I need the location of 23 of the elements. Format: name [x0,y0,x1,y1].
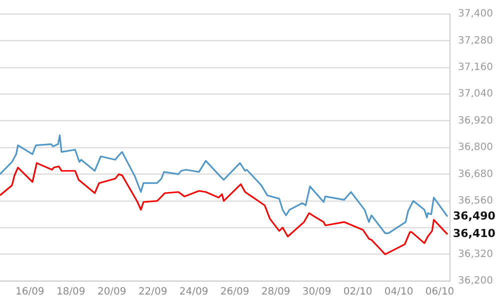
y-tick-label: 36,680 [458,168,493,180]
y-tick-label: 37,040 [458,88,493,100]
x-tick-label: 06/10 [425,286,454,298]
x-tick-label: 24/09 [179,286,208,298]
x-tick-label: 30/09 [302,286,332,298]
y-tick-label: 37,280 [458,35,493,46]
x-tick-label: 26/09 [220,286,250,298]
y-tick-label: 36,560 [458,195,493,206]
y-tick-label: 37,400 [458,8,493,20]
annotation: 36,410 [453,227,496,240]
y-tick-label: 36,920 [458,115,493,126]
x-tick-label: 20/09 [97,286,126,298]
y-tick-label: 36,320 [458,248,493,260]
x-tick-label: 18/09 [56,286,86,298]
y-tick-label: 36,800 [458,142,493,154]
x-tick-label: 04/10 [384,286,414,298]
y-tick-label: 36,200 [458,276,493,287]
x-tick-label: 16/09 [15,286,44,298]
x-tick-label: 28/09 [261,286,290,298]
x-tick-label: 22/09 [138,286,168,298]
x-tick-label: 02/10 [343,286,372,298]
annotation: 36,490 [453,209,496,222]
y-tick-label: 37,160 [458,62,493,73]
